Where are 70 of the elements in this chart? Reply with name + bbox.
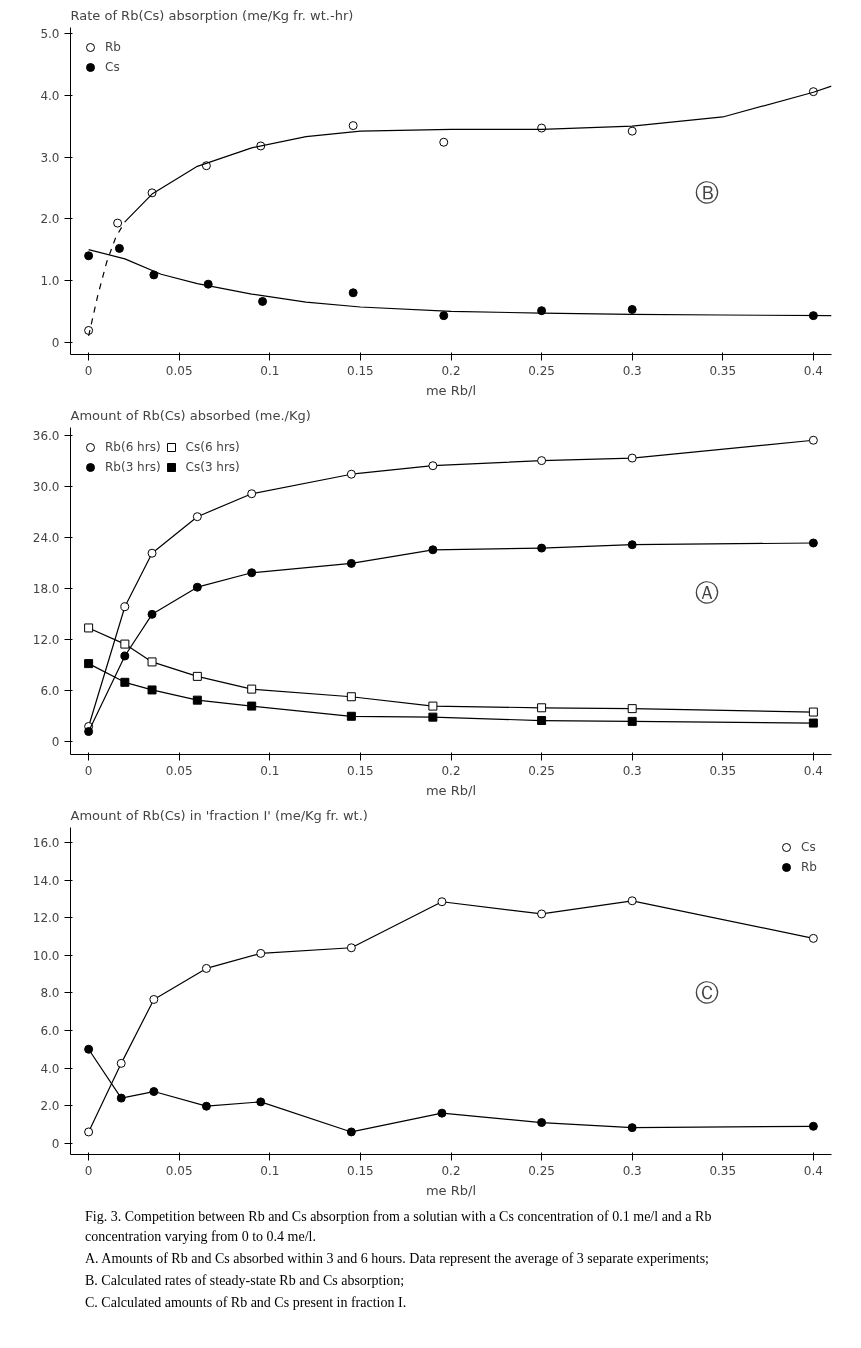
y-tick-label: 2.0 [40, 212, 60, 227]
x-tick-label: 0.15 [347, 1163, 374, 1178]
x-tick-label: 0.3 [622, 763, 642, 778]
x-axis-title: me Rb/l [425, 382, 477, 398]
x-tick-label: 0.2 [441, 763, 461, 778]
y-tick-label: 36.0 [32, 429, 60, 444]
caption: Fig. 3. Competition between Rb and Cs absorption from a solutian with a Cs concentration of 0.1 me/l and a Rb concentration varying from 0 to 0.4 me/l. [85, 1208, 713, 1246]
y-tick-label: 14.0 [32, 873, 60, 888]
y-tick-label: 5.0 [40, 27, 60, 42]
x-tick-label: 0.05 [165, 763, 193, 778]
legend-label: Cs [105, 59, 121, 76]
legend-label: Cs(6 hrs) [185, 439, 240, 456]
y-tick-label: 3.0 [40, 150, 60, 165]
x-tick-label: 0.35 [709, 763, 737, 778]
y-tick-label: 12.0 [32, 633, 60, 648]
y-tick-label: 2.0 [40, 1099, 60, 1114]
x-axis-title: me Rb/l [425, 1182, 477, 1198]
y-tick-label: 8.0 [40, 986, 60, 1001]
x-tick-label: 0.25 [528, 1163, 555, 1178]
legend-label: Cs [801, 839, 817, 856]
legend-label: Cs(3 hrs) [185, 459, 240, 476]
y-tick-label: 18.0 [32, 582, 60, 597]
y-tick-label: 0 [51, 735, 60, 750]
x-tick-label: 0.2 [441, 1163, 461, 1178]
y-axis-title: Amount of Rb(Cs) absorbed (me./Kg) [70, 407, 311, 423]
x-tick-label: 0.3 [622, 363, 642, 378]
x-tick-label: 0.25 [528, 763, 555, 778]
y-tick-label: 1.0 [40, 273, 60, 288]
y-axis-title: Amount of Rb(Cs) in 'fraction I' (me/Kg fr. wt.) [70, 807, 368, 823]
y-tick-label: 4.0 [40, 1061, 60, 1076]
x-tick-label: 0.35 [709, 1163, 737, 1178]
legend-label: Rb [105, 39, 122, 56]
y-axis-title: Rate of Rb(Cs) absorption (me/Kg fr. wt.-hr) [70, 7, 354, 23]
x-tick-label: 0.3 [622, 1163, 642, 1178]
x-tick-label: 0.15 [347, 363, 374, 378]
annotation: Ⓑ [694, 179, 719, 208]
y-tick-label: 24.0 [32, 531, 60, 546]
y-tick-label: 12.0 [32, 911, 60, 926]
x-tick-label: 0 [84, 363, 93, 378]
annotation: Ⓐ [694, 579, 719, 608]
y-tick-label: 4.0 [40, 88, 60, 103]
x-tick-label: 0.25 [528, 363, 555, 378]
x-tick-label: 0.15 [347, 763, 374, 778]
y-tick-label: 6.0 [40, 684, 60, 699]
legend-label: Rb [801, 859, 818, 876]
x-tick-label: 0 [84, 1163, 93, 1178]
x-tick-label: 0.05 [165, 1163, 193, 1178]
x-tick-label: 0.4 [803, 363, 823, 378]
x-tick-label: 0.05 [165, 363, 193, 378]
x-axis-title: me Rb/l [425, 782, 477, 798]
x-tick-label: 0 [84, 763, 93, 778]
x-tick-label: 0.1 [260, 363, 280, 378]
x-tick-label: 0.4 [803, 1163, 823, 1178]
annotation: Ⓒ [694, 979, 719, 1008]
x-tick-label: 0.1 [260, 1163, 280, 1178]
legend-label: Rb(3 hrs) [105, 459, 161, 476]
y-tick-label: 0 [51, 335, 60, 350]
text: A. Amounts of Rb and Cs absorbed within 3 and 6 hours. Data represent the average of 3 separate experiments; [85, 1250, 710, 1268]
legend-label: Rb(6 hrs) [105, 439, 161, 456]
y-tick-label: 30.0 [32, 480, 60, 495]
x-tick-label: 0.4 [803, 763, 823, 778]
y-tick-label: 0 [51, 1136, 60, 1151]
text: C. Calculated amounts of Rb and Cs present in fraction I. [85, 1294, 408, 1312]
x-tick-label: 0.1 [260, 763, 280, 778]
x-tick-label: 0.35 [709, 363, 737, 378]
x-tick-label: 0.2 [441, 363, 461, 378]
y-tick-label: 10.0 [32, 948, 60, 963]
y-tick-label: 6.0 [40, 1023, 60, 1038]
text: B. Calculated rates of steady-state Rb and Cs absorption; [85, 1272, 406, 1290]
y-tick-label: 16.0 [32, 836, 60, 851]
